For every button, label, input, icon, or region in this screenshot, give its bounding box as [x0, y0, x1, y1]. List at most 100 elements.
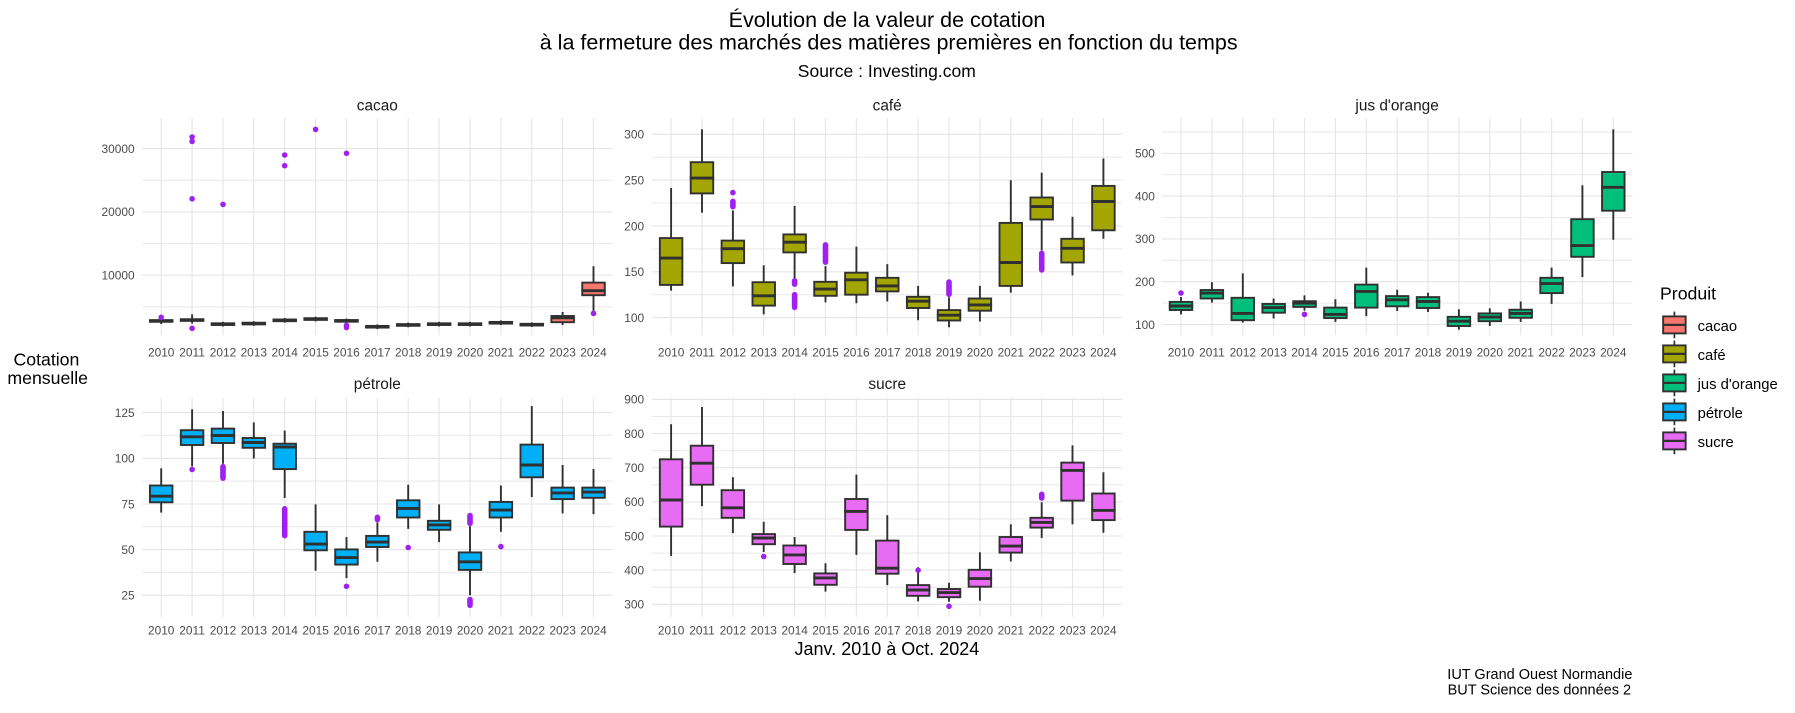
svg-text:2017: 2017 [1384, 346, 1411, 360]
svg-text:2020: 2020 [457, 346, 484, 360]
svg-text:2023: 2023 [1059, 346, 1086, 360]
svg-text:2011: 2011 [179, 346, 205, 360]
svg-text:2022: 2022 [1028, 346, 1055, 360]
svg-text:2016: 2016 [1353, 346, 1380, 360]
svg-text:2020: 2020 [1477, 346, 1504, 360]
svg-text:2019: 2019 [426, 346, 453, 360]
svg-text:2013: 2013 [1260, 346, 1287, 360]
svg-text:2011: 2011 [689, 346, 715, 360]
svg-text:2019: 2019 [426, 623, 453, 637]
svg-text:cacao: cacao [357, 98, 398, 115]
svg-text:20000: 20000 [102, 205, 135, 219]
svg-text:2015: 2015 [1322, 346, 1349, 360]
svg-text:2014: 2014 [271, 346, 298, 360]
svg-text:2018: 2018 [905, 623, 932, 637]
svg-text:2021: 2021 [998, 623, 1025, 637]
svg-text:à la fermeture des marchés des: à la fermeture des marchés des matières … [540, 30, 1238, 54]
svg-text:2014: 2014 [1291, 346, 1318, 360]
svg-text:2012: 2012 [210, 623, 237, 637]
svg-text:10000: 10000 [102, 269, 135, 283]
svg-text:2016: 2016 [333, 346, 360, 360]
svg-text:2013: 2013 [241, 623, 268, 637]
svg-text:2014: 2014 [781, 346, 808, 360]
svg-text:jus d'orange: jus d'orange [1697, 377, 1778, 393]
svg-text:800: 800 [624, 427, 644, 441]
svg-text:2023: 2023 [1059, 623, 1086, 637]
svg-text:2024: 2024 [1600, 346, 1627, 360]
svg-text:300: 300 [1135, 232, 1155, 246]
svg-text:2014: 2014 [271, 623, 298, 637]
svg-text:400: 400 [624, 563, 644, 577]
svg-text:250: 250 [624, 173, 644, 187]
svg-text:Produit: Produit [1660, 283, 1716, 303]
svg-text:2015: 2015 [812, 346, 839, 360]
svg-text:2011: 2011 [689, 623, 715, 637]
svg-text:IUT Grand Ouest Normandie: IUT Grand Ouest Normandie [1447, 667, 1632, 683]
svg-text:2022: 2022 [519, 623, 546, 637]
svg-text:2019: 2019 [1446, 346, 1473, 360]
svg-text:2019: 2019 [936, 346, 963, 360]
svg-text:2017: 2017 [874, 346, 901, 360]
svg-text:2011: 2011 [179, 623, 205, 637]
svg-text:2010: 2010 [1168, 346, 1195, 360]
svg-text:pétrole: pétrole [354, 376, 401, 393]
svg-text:400: 400 [1135, 190, 1155, 204]
svg-text:2012: 2012 [720, 346, 747, 360]
svg-text:2024: 2024 [580, 346, 607, 360]
svg-text:2013: 2013 [750, 346, 777, 360]
svg-text:100: 100 [1135, 318, 1155, 332]
svg-text:2022: 2022 [1538, 346, 1565, 360]
svg-text:2010: 2010 [148, 346, 175, 360]
svg-text:2010: 2010 [658, 623, 685, 637]
svg-text:Janv. 2010 à Oct. 2024: Janv. 2010 à Oct. 2024 [795, 639, 980, 659]
svg-text:2024: 2024 [1090, 623, 1117, 637]
svg-text:2013: 2013 [750, 623, 777, 637]
svg-text:2016: 2016 [843, 623, 870, 637]
svg-text:2016: 2016 [843, 346, 870, 360]
svg-text:2019: 2019 [936, 623, 963, 637]
svg-text:2012: 2012 [210, 346, 237, 360]
svg-text:2018: 2018 [905, 346, 932, 360]
svg-text:2023: 2023 [549, 623, 576, 637]
svg-text:café: café [873, 98, 902, 115]
svg-text:100: 100 [115, 452, 135, 466]
svg-text:2015: 2015 [302, 346, 329, 360]
svg-text:2018: 2018 [395, 346, 422, 360]
svg-text:100: 100 [624, 311, 644, 325]
svg-text:2014: 2014 [781, 623, 808, 637]
svg-text:2017: 2017 [364, 623, 391, 637]
svg-text:2015: 2015 [302, 623, 329, 637]
svg-text:300: 300 [624, 128, 644, 142]
svg-text:2020: 2020 [967, 623, 994, 637]
svg-text:600: 600 [624, 495, 644, 509]
svg-text:500: 500 [1135, 147, 1155, 161]
svg-text:50: 50 [121, 543, 135, 557]
svg-text:500: 500 [624, 529, 644, 543]
svg-text:2010: 2010 [148, 623, 175, 637]
svg-text:2018: 2018 [1415, 346, 1442, 360]
svg-text:café: café [1698, 348, 1726, 364]
svg-text:Cotation: Cotation [13, 349, 79, 369]
svg-text:2022: 2022 [1028, 623, 1055, 637]
svg-text:2012: 2012 [720, 623, 747, 637]
svg-text:150: 150 [624, 265, 644, 279]
svg-text:mensuelle: mensuelle [7, 368, 88, 388]
svg-text:2021: 2021 [488, 346, 515, 360]
svg-text:2015: 2015 [812, 623, 839, 637]
svg-text:cacao: cacao [1698, 319, 1738, 335]
svg-text:200: 200 [1135, 275, 1155, 289]
svg-text:300: 300 [624, 598, 644, 612]
svg-text:2010: 2010 [658, 346, 685, 360]
svg-text:2021: 2021 [1507, 346, 1534, 360]
svg-text:2017: 2017 [874, 623, 901, 637]
svg-text:900: 900 [624, 393, 644, 407]
svg-text:pétrole: pétrole [1698, 406, 1743, 422]
svg-text:BUT Science des données 2: BUT Science des données 2 [1448, 683, 1632, 699]
svg-text:2023: 2023 [1569, 346, 1596, 360]
svg-text:2021: 2021 [488, 623, 515, 637]
svg-text:2024: 2024 [1090, 346, 1117, 360]
svg-text:2018: 2018 [395, 623, 422, 637]
svg-text:700: 700 [624, 461, 644, 475]
svg-text:2017: 2017 [364, 346, 391, 360]
svg-text:2020: 2020 [967, 346, 994, 360]
